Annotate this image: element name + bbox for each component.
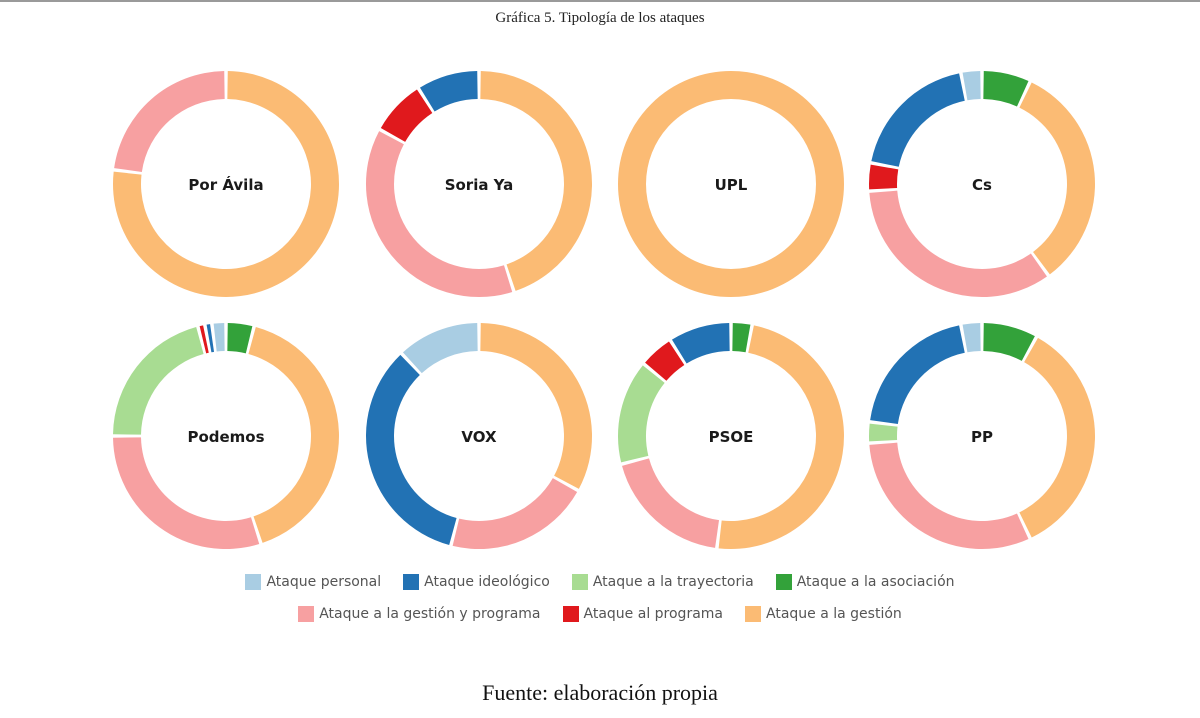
slice-trayectoria [617, 365, 665, 463]
legend-label: Ataque ideológico [424, 574, 550, 590]
legend-swatch [571, 574, 588, 590]
figure-source: Fuente: elaboración propia [482, 680, 718, 705]
slice-gestion [618, 71, 844, 297]
legend-item-personal: Ataque personal [245, 574, 381, 590]
donut-label: PP [971, 428, 993, 446]
donut-label: Cs [972, 176, 992, 194]
slice-asociacion [983, 323, 1035, 361]
slice-asociacion [227, 323, 253, 354]
legend-swatch [298, 606, 315, 622]
donut-cs: Cs [869, 71, 1095, 298]
slice-gestion_programa [869, 190, 1047, 298]
slice-gestion_programa [113, 437, 260, 549]
slice-programa [645, 341, 685, 381]
donut-label: PSOE [709, 428, 754, 446]
donut-label: VOX [461, 428, 497, 446]
legend-label: Ataque a la asociación [796, 574, 955, 590]
legend-label: Ataque a la gestión y programa [319, 606, 541, 622]
donut-podemos: Podemos [113, 323, 339, 549]
slice-ideologico [206, 324, 215, 353]
slice-personal [962, 71, 981, 101]
legend-item-trayectoria: Ataque a la trayectoria [571, 574, 754, 590]
donut-label: Soria Ya [445, 176, 514, 194]
slice-gestion [480, 71, 593, 291]
legend-item-gestion_programa: Ataque a la gestión y programa [298, 606, 541, 622]
slice-gestion [480, 323, 593, 489]
donut-upl: UPL [618, 71, 844, 297]
donut-soria-ya: Soria Ya [365, 71, 593, 297]
slice-gestion [248, 327, 339, 543]
legend-swatch [403, 574, 420, 590]
slice-ideologico [870, 325, 965, 425]
legend-label: Ataque personal [266, 574, 382, 590]
slice-asociacion [732, 323, 751, 353]
legend-item-programa: Ataque al programa [562, 606, 723, 622]
slice-ideologico [366, 354, 457, 545]
slice-gestion [1019, 82, 1095, 275]
slice-ideologico [671, 323, 730, 364]
slice-programa [869, 164, 899, 190]
slice-gestion_programa [365, 131, 513, 297]
legend-item-asociacion: Ataque a la asociación [775, 574, 955, 590]
figure-title: Gráfica 5. Tipología de los ataques [495, 10, 705, 26]
slice-gestion_programa [452, 478, 578, 550]
legend-label: Ataque al programa [583, 606, 723, 622]
donut-vox: VOX [366, 323, 593, 550]
legend-item-ideologico: Ataque ideológico [403, 574, 550, 590]
donut-label: UPL [715, 176, 748, 194]
donut-charts: Por Ávila Soria Ya UPL Cs Podemos VOX PSOE PP [112, 71, 1096, 550]
top-rule [0, 0, 1200, 2]
slice-personal [213, 323, 225, 352]
slice-personal [962, 323, 981, 353]
slice-ideologico [871, 73, 965, 167]
legend-swatch [562, 606, 579, 622]
slice-personal [402, 323, 478, 374]
donut-psoe: PSOE [617, 323, 844, 550]
donut-por-ávila: Por Ávila [112, 71, 339, 297]
legend-swatch [245, 574, 262, 590]
donut-label: Por Ávila [188, 175, 263, 194]
slice-gestion_programa [869, 442, 1029, 550]
legend-item-gestion: Ataque a la gestión [745, 606, 902, 622]
legend-row: Ataque a la gestión y programa Ataque al … [0, 604, 1200, 624]
legend-label: Ataque a la gestión [766, 606, 902, 622]
slice-gestion [718, 325, 844, 550]
legend-row: Ataque personal Ataque ideológico Ataque a… [0, 572, 1200, 592]
slice-gestion [1019, 337, 1096, 538]
donut-label: Podemos [187, 428, 264, 446]
legend-swatch [745, 606, 761, 622]
slice-asociacion [983, 71, 1029, 107]
legend-swatch [775, 574, 792, 590]
donut-pp: PP [869, 323, 1096, 550]
slice-gestion_programa [114, 71, 225, 173]
slice-trayectoria [869, 423, 898, 442]
slice-trayectoria [113, 327, 204, 435]
legend: Ataque personal Ataque ideológico Ataque a… [0, 572, 1200, 636]
slice-gestion_programa [622, 458, 720, 548]
legend-label: Ataque a la trayectoria [592, 574, 754, 590]
slice-ideologico [419, 71, 478, 112]
slice-programa [199, 325, 209, 354]
slice-programa [380, 89, 433, 142]
